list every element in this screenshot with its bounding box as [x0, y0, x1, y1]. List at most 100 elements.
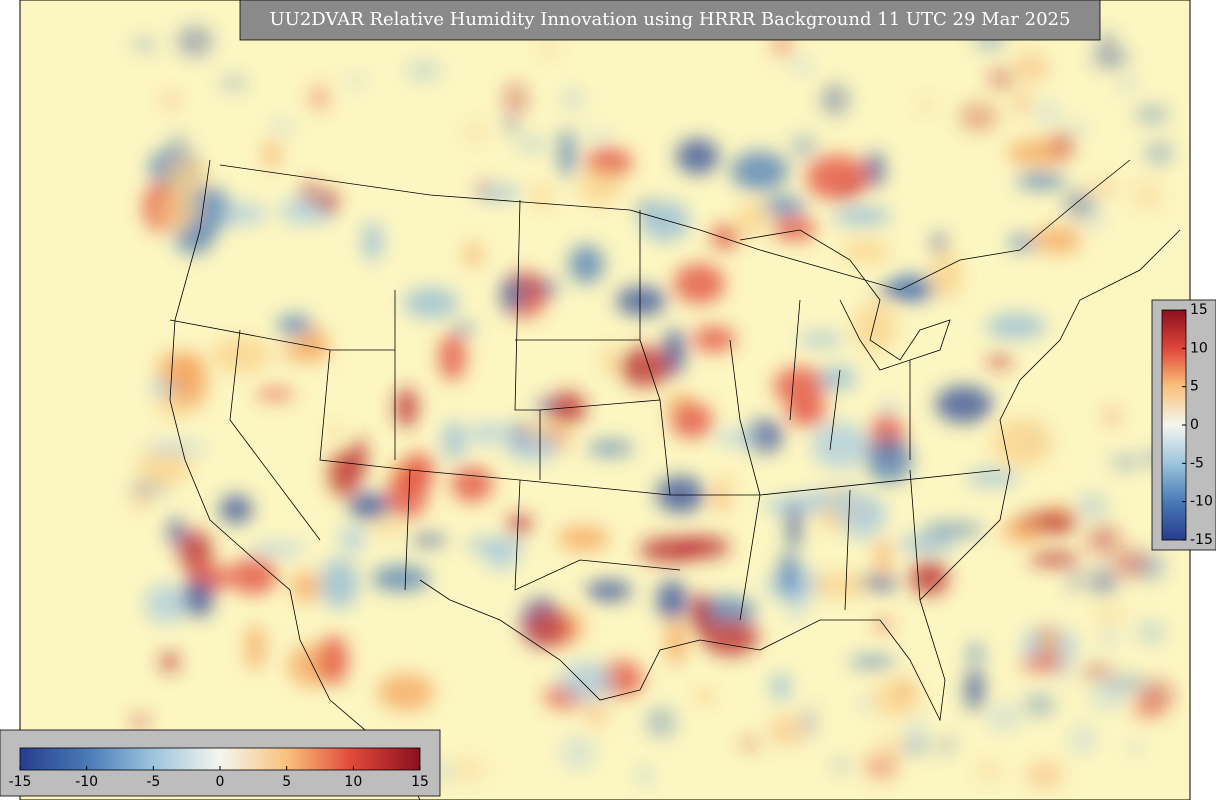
- field-blob: [821, 83, 849, 116]
- field-blob: [168, 517, 184, 546]
- field-blob: [504, 83, 527, 115]
- field-blob: [1016, 172, 1066, 189]
- field-blob: [451, 466, 493, 502]
- field-blob: [702, 619, 759, 656]
- title-box: [239, 0, 1101, 41]
- field-blob: [1063, 190, 1097, 220]
- field-blob: [562, 89, 583, 109]
- field-blob: [447, 756, 488, 782]
- field-blob: [506, 431, 560, 462]
- field-blob: [502, 116, 520, 133]
- field-blob: [1037, 625, 1061, 659]
- field-blob: [832, 760, 851, 771]
- field-blob: [786, 399, 828, 427]
- field-blob: [326, 426, 344, 438]
- field-blob: [713, 486, 730, 511]
- field-blob: [673, 263, 726, 304]
- field-blob: [932, 233, 946, 254]
- field-blob: [910, 560, 949, 596]
- field-blob: [160, 191, 199, 232]
- field-blob: [577, 171, 622, 205]
- field-blob: [344, 75, 368, 87]
- field-blob: [291, 571, 320, 603]
- field-blob: [988, 355, 1012, 368]
- field-blob: [674, 535, 730, 559]
- field-blob: [833, 206, 891, 226]
- field-blob: [172, 360, 208, 410]
- field-blob: [1129, 740, 1143, 753]
- field-blob: [229, 557, 278, 595]
- field-blob: [1022, 693, 1056, 717]
- great-lakes: [739, 229, 951, 371]
- field-blob: [270, 121, 294, 133]
- field-blob: [348, 492, 391, 521]
- field-blob: [1093, 605, 1128, 626]
- field-blob: [524, 609, 578, 648]
- field-blob: [1135, 620, 1166, 645]
- field-blob: [1113, 548, 1147, 578]
- tick-label: 0: [1190, 417, 1199, 433]
- field-blob: [670, 402, 714, 439]
- field-blob: [182, 579, 214, 618]
- field-blob: [319, 558, 359, 609]
- colorbar-right-ticks: 15 10 5 0 -5 -10 -15: [1182, 302, 1213, 548]
- field-blob: [559, 128, 576, 179]
- field-blob: [1108, 675, 1148, 692]
- field-blob: [939, 738, 954, 753]
- field-blob: [219, 495, 253, 524]
- field-blob: [779, 551, 800, 597]
- field-blob: [841, 239, 891, 263]
- field-blob: [695, 686, 715, 707]
- field-blob: [394, 387, 418, 428]
- field-blob: [410, 535, 447, 546]
- field-blob: [1092, 47, 1129, 69]
- field-blob: [676, 138, 720, 175]
- field-blob: [362, 221, 383, 262]
- field-blob: [1012, 90, 1033, 116]
- field-blob: [802, 706, 816, 739]
- field-blob: [1129, 178, 1165, 212]
- field-blob: [318, 635, 349, 685]
- field-blob: [533, 183, 551, 211]
- field-blob: [160, 353, 203, 364]
- field-blob: [806, 154, 869, 201]
- field-blob: [406, 60, 442, 81]
- field-blob: [568, 245, 604, 284]
- tick-label: -10: [1190, 494, 1213, 510]
- field-blob: [484, 541, 518, 570]
- map-title: UU2DVAR Relative Humidity Innovation usi…: [270, 9, 1071, 30]
- field-blob: [177, 25, 213, 57]
- field-blob: [584, 699, 609, 727]
- field-blob: [557, 525, 610, 552]
- field-blob: [1013, 52, 1050, 83]
- tick-label: 10: [1190, 340, 1208, 356]
- field-blob: [715, 431, 764, 446]
- field-blob: [811, 572, 868, 599]
- field-blob: [586, 580, 632, 601]
- field-blob: [560, 736, 596, 770]
- tick-label: -5: [146, 774, 160, 790]
- field-blob: [874, 286, 931, 298]
- tick-label: 5: [1190, 379, 1199, 395]
- tick-label: 10: [344, 774, 362, 790]
- field-blob: [849, 656, 896, 668]
- field-blob: [1076, 493, 1109, 520]
- field-blob: [986, 313, 1046, 339]
- field-blob: [985, 704, 1023, 731]
- field-blob: [640, 200, 689, 242]
- field-blob: [587, 441, 634, 456]
- field-blob: [166, 157, 208, 195]
- field-blob: [865, 152, 884, 188]
- field-blob: [174, 222, 213, 255]
- field-blob: [1066, 122, 1092, 133]
- field-blob: [160, 652, 179, 672]
- field-blob: [465, 242, 482, 267]
- tick-label: -15: [9, 774, 32, 790]
- field-blob: [772, 216, 817, 241]
- field-blob: [991, 418, 1053, 467]
- field-blob: [791, 134, 817, 159]
- field-blob: [1008, 235, 1037, 251]
- field-blob: [319, 189, 338, 214]
